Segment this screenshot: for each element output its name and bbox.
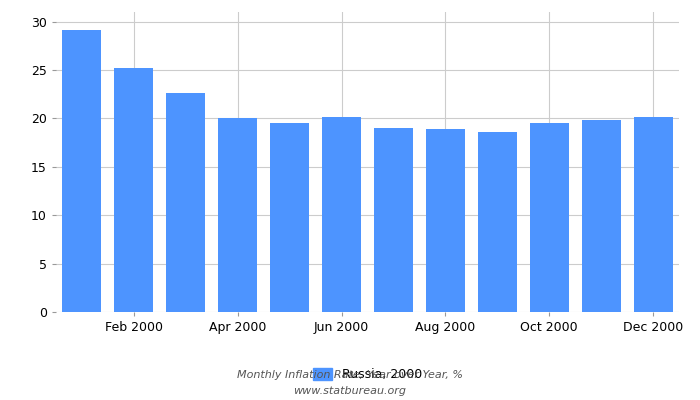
Bar (322, 116, 361, 312)
Bar (634, 116, 673, 312)
Bar (374, 128, 413, 312)
Bar (167, 93, 205, 312)
Bar (582, 120, 621, 312)
Bar (426, 129, 465, 312)
Bar (530, 123, 568, 312)
Bar (270, 123, 309, 312)
Legend: Russia, 2000: Russia, 2000 (308, 363, 427, 386)
Bar (478, 132, 517, 312)
Bar (114, 68, 153, 312)
Bar (62, 30, 102, 312)
Text: www.statbureau.org: www.statbureau.org (293, 386, 407, 396)
Bar (218, 118, 257, 312)
Text: Monthly Inflation Rate, Year over Year, %: Monthly Inflation Rate, Year over Year, … (237, 370, 463, 380)
